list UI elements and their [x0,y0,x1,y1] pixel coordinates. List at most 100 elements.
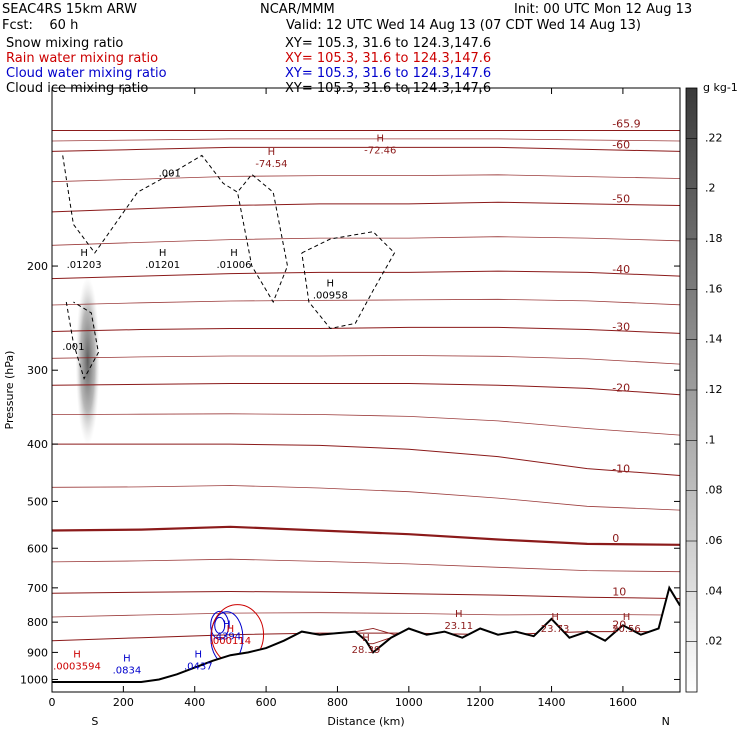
field-cloud-xy: XY= 105.3, 31.6 to 124.3,147.6 [285,66,492,81]
temperature-contour [52,146,680,152]
temperature-contour [52,383,680,396]
x-end-label-left: S [91,715,98,728]
colorbar-tick-label: .16 [705,282,723,295]
maximum-label: .001 [159,168,181,179]
temperature-contour-minor [52,413,680,436]
x-tick-label: 600 [256,696,277,709]
maximum-marker: H [551,612,559,623]
contour-label: -30 [612,320,630,333]
x-tick-label: 1400 [538,696,566,709]
maximum-label: -72.46 [364,145,396,156]
maximum-marker: H [362,633,370,644]
colorbar-tick-label: .06 [705,534,723,547]
field-rain-xy: XY= 105.3, 31.6 to 124.3,147.6 [285,51,492,66]
colorbar-tick-label: .18 [705,232,723,245]
contour-label: -20 [612,382,630,395]
x-tick-label: 1600 [609,696,637,709]
maximum-marker: H [377,133,385,144]
contour-label: -40 [612,263,630,276]
maximum-label: .01203 [67,260,102,271]
x-tick-label: 1200 [466,696,494,709]
maximum-marker: H [268,147,276,158]
plot-frame [51,87,681,693]
y-tick-label: 500 [27,495,48,508]
temperature-contour [52,270,680,280]
maximum-marker: H [623,612,631,623]
contour-label: -10 [612,462,630,475]
y-tick-label: 900 [27,646,48,659]
plot-area: -65.9-60-50-40-30-20-1001020H.01203H.012… [52,118,680,692]
maximum-label: -74.54 [255,159,287,170]
terrain-line [52,585,680,683]
maximum-label: .4394 [213,632,242,643]
colorbar-tick-label: .12 [705,383,723,396]
maximum-label: 23.11 [444,621,473,632]
y-tick-label: 400 [27,438,48,451]
temperature-contour [52,326,680,334]
colorbar-unit: g kg-1 [703,81,738,94]
snow-contour [65,301,99,380]
maximum-label: .001 [62,342,84,353]
maximum-marker: H [327,278,335,289]
temperature-contour [52,631,680,642]
colorbar-tick-label: .04 [705,584,723,597]
field-snow-xy: XY= 105.3, 31.6 to 124.3,147.6 [285,36,492,51]
snow-contour [62,154,289,304]
maximum-marker: H [123,654,131,665]
y-tick-label: 600 [27,542,48,555]
init-time: Init: 00 UTC Mon 12 Aug 13 [514,2,693,17]
contour-label: 10 [612,586,626,599]
maximum-marker: H [230,248,238,259]
field-rain-name: Rain water mixing ratio [6,51,159,66]
x-tick-label: 1000 [395,696,423,709]
x-tick-label: 0 [49,696,56,709]
temperature-contour [52,443,680,476]
y-tick-label: 700 [27,582,48,595]
temperature-contour-minor [52,355,680,365]
temperature-contour-minor [52,236,680,246]
contour-label: 0 [612,532,619,545]
terrain-fill [52,587,680,692]
temperature-contour [52,201,680,213]
temperature-contour-minor [52,298,680,306]
y-tick-label: 1000 [20,673,48,686]
maximum-marker: H [159,248,167,259]
snow-contour [301,231,396,330]
maximum-label: .0437 [184,662,213,673]
maximum-label: 23.73 [541,624,570,635]
maximum-label: .00958 [313,290,348,301]
colorbar-tick-label: .02 [705,635,723,648]
y-tick-label: 800 [27,616,48,629]
x-tick-label: 400 [184,696,205,709]
maximum-label: .0834 [113,666,142,677]
colorbar-tick-label: .2 [705,182,716,195]
y-tick-label: 200 [27,260,48,273]
temperature-contour-minor [52,558,680,573]
maximum-label: .01201 [145,260,180,271]
temperature-contour-minor [52,612,680,618]
temperature-contour [52,525,680,546]
maximum-label: .01006 [216,260,251,271]
y-axis-label: Pressure (hPa) [3,351,16,430]
contour-label: -65.9 [612,118,640,131]
contour-label: -60 [612,138,630,151]
center-title: NCAR/MMM [260,2,335,17]
maximum-marker: H [223,620,231,631]
field-snow-name: Snow mixing ratio [6,36,124,51]
maximum-marker: H [455,609,463,620]
colorbar-tick-label: .08 [705,484,723,497]
colorbar-tick-label: .1 [705,433,716,446]
valid-time: Valid: 12 UTC Wed 14 Aug 13 (07 CDT Wed … [286,18,641,33]
temperature-contour-minor [52,174,680,183]
temperature-contour-minor [52,485,680,511]
cloud-water-contour [214,616,226,634]
cloud-ice-shading [75,276,100,445]
temperature-contour [52,590,680,600]
maximum-marker: H [80,248,88,259]
colorbar-tick-label: .14 [705,333,723,346]
maximum-label: .000114 [210,636,251,647]
x-tick-label: 200 [113,696,134,709]
maximum-label: 20.56 [612,624,641,635]
x-axis-label: Distance (km) [327,715,404,728]
